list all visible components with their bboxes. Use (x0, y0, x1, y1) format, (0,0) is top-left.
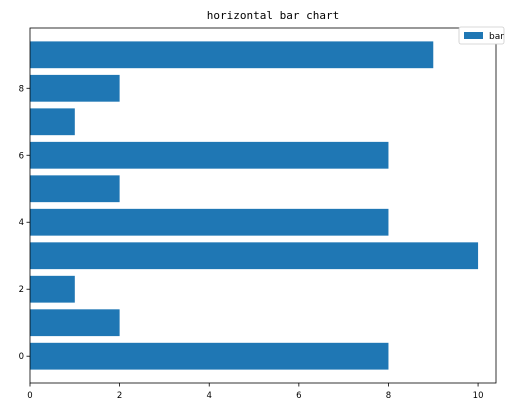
x-tick-label: 6 (296, 391, 301, 401)
bar-5 (30, 175, 120, 203)
legend: bar (458, 26, 505, 45)
bar-8 (30, 74, 120, 102)
y-axis-ticks: 0 2 4 6 8 (19, 84, 30, 362)
bar-1 (30, 309, 120, 337)
legend-swatch (464, 32, 483, 39)
plot-area-frame (29, 27, 497, 384)
x-tick-label: 2 (117, 391, 122, 401)
x-axis-ticks: 0 2 4 6 8 10 (27, 383, 483, 401)
y-tick-label: 8 (19, 84, 24, 94)
x-tick-label: 8 (386, 391, 391, 401)
y-tick-label: 6 (19, 151, 24, 161)
bar-9 (30, 41, 434, 69)
y-tick-label: 0 (19, 352, 24, 362)
chart-title: horizontal bar chart (207, 9, 339, 22)
bar-6 (30, 141, 389, 169)
bar-3 (30, 242, 479, 270)
bar-2 (30, 275, 75, 303)
y-tick-label: 2 (19, 285, 24, 295)
x-tick-label: 0 (27, 391, 32, 401)
x-tick-label: 4 (207, 391, 212, 401)
legend-label-bar: bar (489, 32, 504, 42)
x-tick-label: 10 (473, 391, 484, 401)
bars-layer (30, 41, 479, 370)
y-tick-label: 4 (19, 218, 24, 228)
bar-7 (30, 108, 75, 136)
bar-0 (30, 342, 389, 370)
bar-4 (30, 208, 389, 236)
